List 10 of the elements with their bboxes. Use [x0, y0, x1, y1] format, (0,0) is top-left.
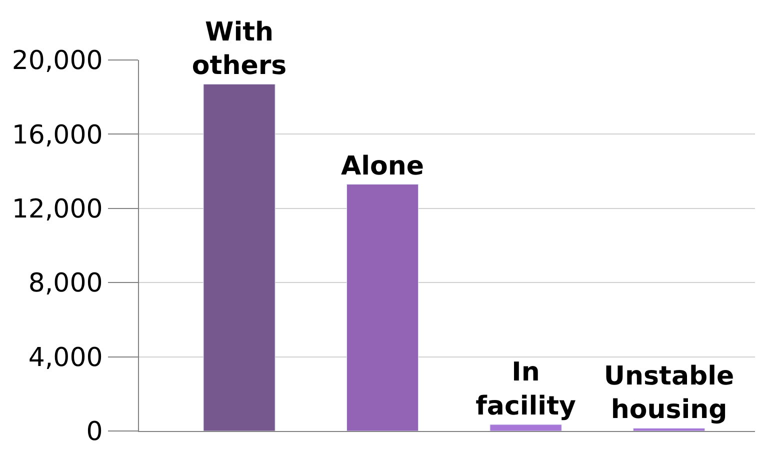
y-tick-label: 20,000: [12, 46, 103, 76]
y-tick-label: 4,000: [28, 342, 103, 373]
y-tick-label: 12,000: [12, 194, 103, 224]
y-tick-label: 8,000: [28, 268, 103, 299]
y-tick-label: 16,000: [12, 120, 103, 150]
y-tick-label: 0: [86, 417, 103, 448]
x-tick-label: Alone: [341, 151, 424, 182]
x-tick-label: In facility: [476, 358, 576, 422]
x-tick-label: Unstable housing: [604, 361, 734, 426]
x-tick-label: With others: [192, 17, 287, 82]
